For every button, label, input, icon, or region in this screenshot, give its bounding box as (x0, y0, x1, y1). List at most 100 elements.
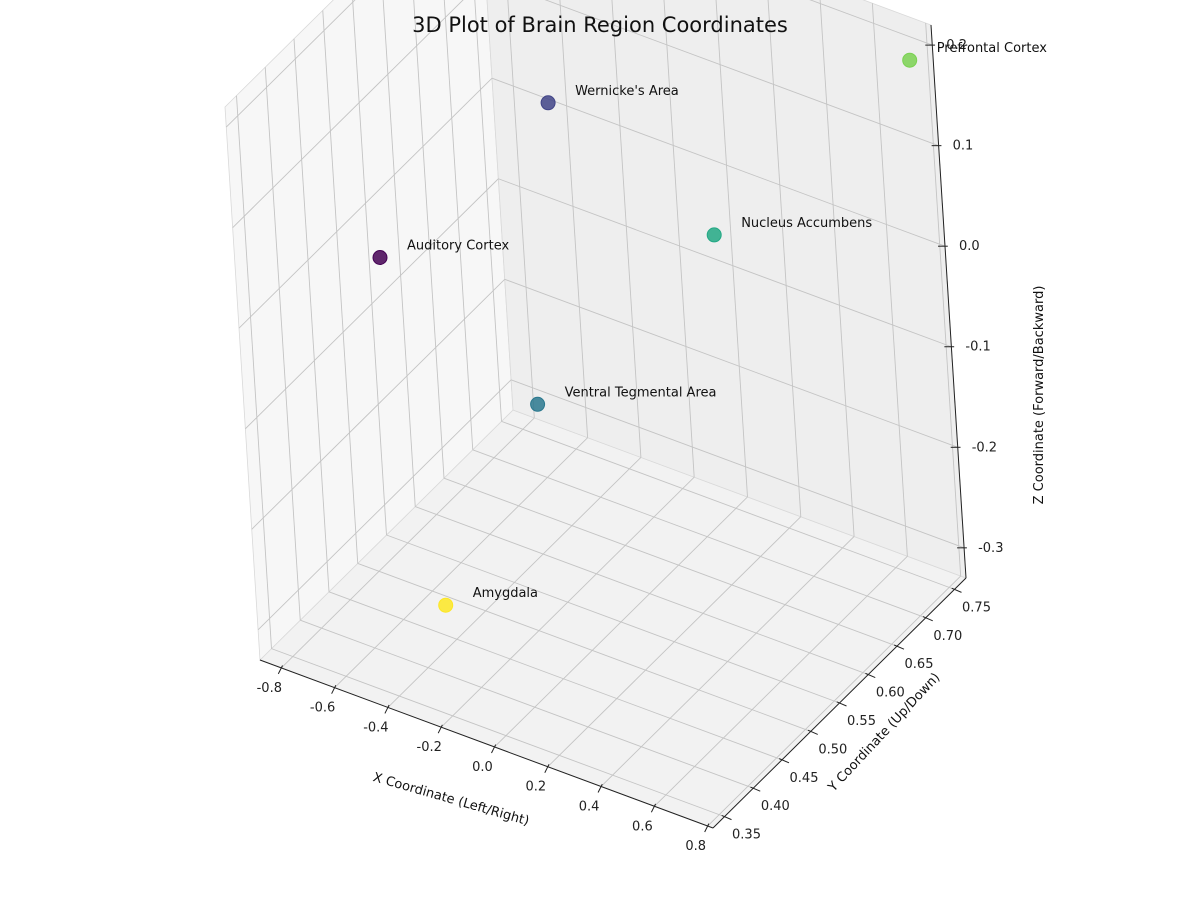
z-tick-label: -0.2 (972, 440, 997, 455)
z-axis-line (930, 24, 967, 579)
y-tick-label: 0.35 (732, 828, 761, 843)
x-grid-line (767, 0, 802, 517)
data-point (706, 227, 722, 243)
z-tick-label: 0.0 (959, 239, 980, 254)
chart-title: 3D Plot of Brain Region Coordinates (412, 13, 788, 37)
data-point (438, 597, 454, 613)
y-grid-line (352, 0, 387, 536)
y-grid-line (443, 0, 474, 450)
x-grid-line (871, 3, 908, 557)
z-grid-line (504, 278, 958, 448)
x-tick-label: -0.4 (363, 720, 388, 735)
x-grid-line (507, 0, 535, 418)
z-grid-line (510, 379, 965, 549)
y-tick-mark (721, 814, 732, 821)
y-tick-mark (922, 616, 933, 622)
y-tick-label: 0.45 (790, 771, 819, 786)
z-axis-title: Z Coordinate (Forward/Backward) (1032, 286, 1047, 505)
y-tick-label: 0.60 (876, 686, 905, 701)
point-label: Amygdala (473, 586, 538, 601)
z-grid-line (491, 77, 946, 247)
x-axis-line (259, 659, 714, 829)
point-label: Wernicke's Area (575, 84, 679, 99)
data-point (530, 396, 546, 412)
point-label: Nucleus Accumbens (741, 216, 872, 231)
x-grid-line (819, 0, 855, 537)
x-tick-mark (597, 783, 603, 793)
y-tick-mark (865, 672, 876, 679)
y-grid-line (293, 38, 330, 592)
z-grid-line (257, 379, 512, 631)
left-pane (224, 0, 514, 661)
x-tick-mark (544, 764, 550, 773)
x-grid-line (611, 0, 642, 458)
y-tick-label: 0.65 (905, 657, 934, 672)
x-grid-line (715, 0, 748, 497)
x-tick-label: -0.8 (257, 681, 282, 696)
x-tick-label: 0.2 (525, 780, 546, 795)
tick-marks: -0.8-0.6-0.4-0.20.00.20.40.60.80.350.400… (257, 38, 1004, 854)
z-grid-line (809, 0, 933, 46)
x-grid-line (925, 22, 962, 577)
z-tick-label: 0.1 (953, 139, 974, 154)
z-grid-line (544, 0, 939, 147)
data-point (372, 250, 388, 265)
y-tick-label: 0.40 (761, 799, 790, 814)
point-labels: Prefrontal Cortex Wernicke's Area Nucleus … (407, 41, 1047, 601)
x-tick-label: 0.4 (579, 800, 600, 815)
y-tick-mark (807, 729, 818, 735)
point-label: Ventral Tegmental Area (565, 385, 717, 400)
y-grid-line (382, 0, 416, 507)
x-tick-mark (437, 724, 443, 734)
data-point (902, 52, 918, 68)
z-grid-line (251, 278, 506, 530)
y-grid-line (472, 449, 926, 619)
y-grid-line (264, 67, 301, 621)
z-tick-label: -0.3 (978, 541, 1003, 556)
data-points (372, 52, 918, 613)
point-label: Auditory Cortex (407, 239, 509, 254)
x-tick-mark (491, 744, 497, 754)
x-grid-line (559, 0, 589, 438)
z-tick-label: 0.2 (946, 38, 967, 53)
x-tick-mark (277, 665, 283, 675)
y-grid-line (300, 619, 754, 789)
x-tick-mark (704, 823, 710, 833)
y-grid-line (443, 477, 898, 647)
y-grid-line (236, 95, 272, 649)
y-grid-line (415, 506, 869, 676)
y-tick-mark (894, 644, 905, 650)
y-tick-label: 0.70 (933, 629, 962, 644)
x-tick-label: 0.0 (472, 760, 493, 775)
grid-lines (225, 0, 965, 827)
x-tick-label: -0.2 (417, 740, 442, 755)
y-tick-mark (951, 587, 962, 593)
data-point (540, 95, 556, 111)
x-tick-mark (331, 685, 337, 694)
y-grid-line (474, 0, 502, 422)
y-tick-mark (779, 758, 790, 764)
z-grid-line (225, 0, 356, 128)
y-tick-mark (750, 786, 761, 792)
y-grid-line (271, 648, 725, 818)
y-tick-mark (836, 701, 847, 707)
y-grid-line (328, 591, 783, 761)
point-label: Prefrontal Cortex (937, 41, 1048, 56)
y-grid-line (322, 10, 359, 564)
y-tick-label: 0.75 (962, 600, 991, 615)
z-tick-label: -0.1 (965, 340, 990, 355)
x-grid-line (663, 0, 695, 478)
x-tick-label: -0.6 (310, 701, 335, 716)
z-grid-line (232, 0, 464, 228)
x-tick-label: 0.8 (685, 839, 706, 854)
y-grid-line (501, 420, 955, 590)
x-tick-mark (384, 704, 390, 714)
y-grid-line (357, 562, 811, 732)
z-grid-line (245, 178, 499, 430)
y-tick-label: 0.55 (847, 714, 876, 729)
y-grid-line (413, 0, 445, 479)
y-tick-label: 0.50 (818, 742, 847, 757)
y-grid-line (386, 534, 840, 704)
x-tick-mark (650, 803, 657, 813)
